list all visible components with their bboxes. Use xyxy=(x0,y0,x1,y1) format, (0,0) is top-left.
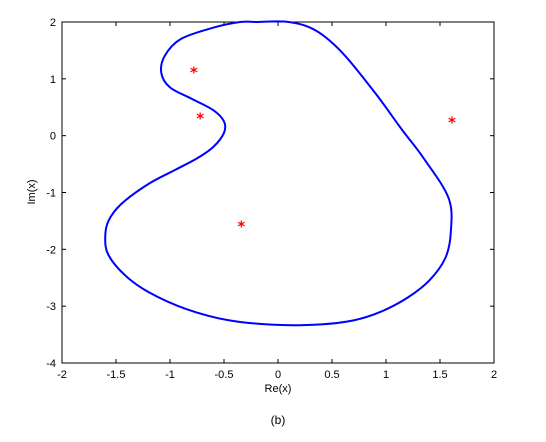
figure-caption: (b) xyxy=(271,413,286,427)
x-axis-ticks: -2 -1.5 -1 -0.5 0 0.5 1 1.5 2 xyxy=(57,22,497,381)
x-tick-label: -1.5 xyxy=(107,369,126,381)
y-tick-label: -1 xyxy=(46,188,56,200)
y-tick-label: 0 xyxy=(50,131,56,143)
y-tick-label: -3 xyxy=(46,301,56,313)
red-star-points: * * * * xyxy=(190,63,456,235)
x-tick-label: -0.5 xyxy=(215,369,234,381)
y-tick-label: -4 xyxy=(46,358,56,370)
red-star-point: * xyxy=(237,217,245,235)
x-axis-label: Re(x) xyxy=(265,383,292,395)
y-axis-ticks: -4 -3 -2 -1 0 1 2 xyxy=(46,17,494,370)
y-tick-label: 2 xyxy=(50,17,56,29)
red-star-point: * xyxy=(196,109,204,127)
x-tick-label: -2 xyxy=(57,369,67,381)
blue-closed-curve xyxy=(104,20,453,327)
y-tick-label: -2 xyxy=(46,244,56,256)
x-tick-label: 0.5 xyxy=(324,369,339,381)
x-tick-label: 2 xyxy=(491,369,497,381)
x-tick-label: -1 xyxy=(165,369,175,381)
red-star-point: * xyxy=(448,113,456,131)
y-axis-label: Im(x) xyxy=(26,179,38,204)
x-tick-label: 1 xyxy=(383,369,389,381)
x-tick-label: 0 xyxy=(275,369,281,381)
y-tick-label: 1 xyxy=(50,74,56,86)
red-star-point: * xyxy=(190,63,198,81)
x-tick-label: 1.5 xyxy=(432,369,447,381)
plot-area xyxy=(61,21,495,364)
